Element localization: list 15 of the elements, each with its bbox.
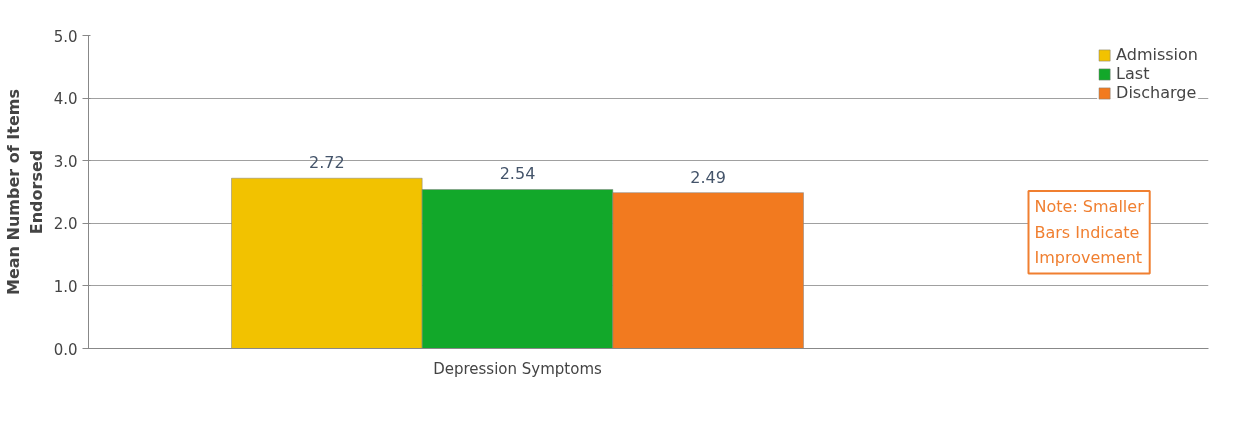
y-tick-label: 3.0 (53, 152, 78, 171)
legend-label: Admission (1116, 45, 1198, 64)
y-axis-title: Mean Number of Items Endorsed (3, 89, 46, 295)
x-tick-label: Depression Symptoms (433, 359, 602, 378)
legend-label: Last (1116, 64, 1150, 83)
y-tick-label: 4.0 (53, 90, 78, 109)
y-tick-label: 0.0 (53, 340, 78, 359)
y-tick-label: 2.0 (53, 215, 78, 234)
y-tick-label: 1.0 (53, 277, 78, 296)
y-tick-label: 5.0 (53, 27, 78, 46)
data-label: 2.54 (499, 164, 536, 184)
data-label: 2.49 (690, 167, 726, 187)
annotation: Note: Smaller Bars Indicate Improvement (1034, 197, 1145, 268)
legend-label: Discharge (1116, 83, 1197, 102)
data-label: 2.72 (309, 153, 345, 173)
